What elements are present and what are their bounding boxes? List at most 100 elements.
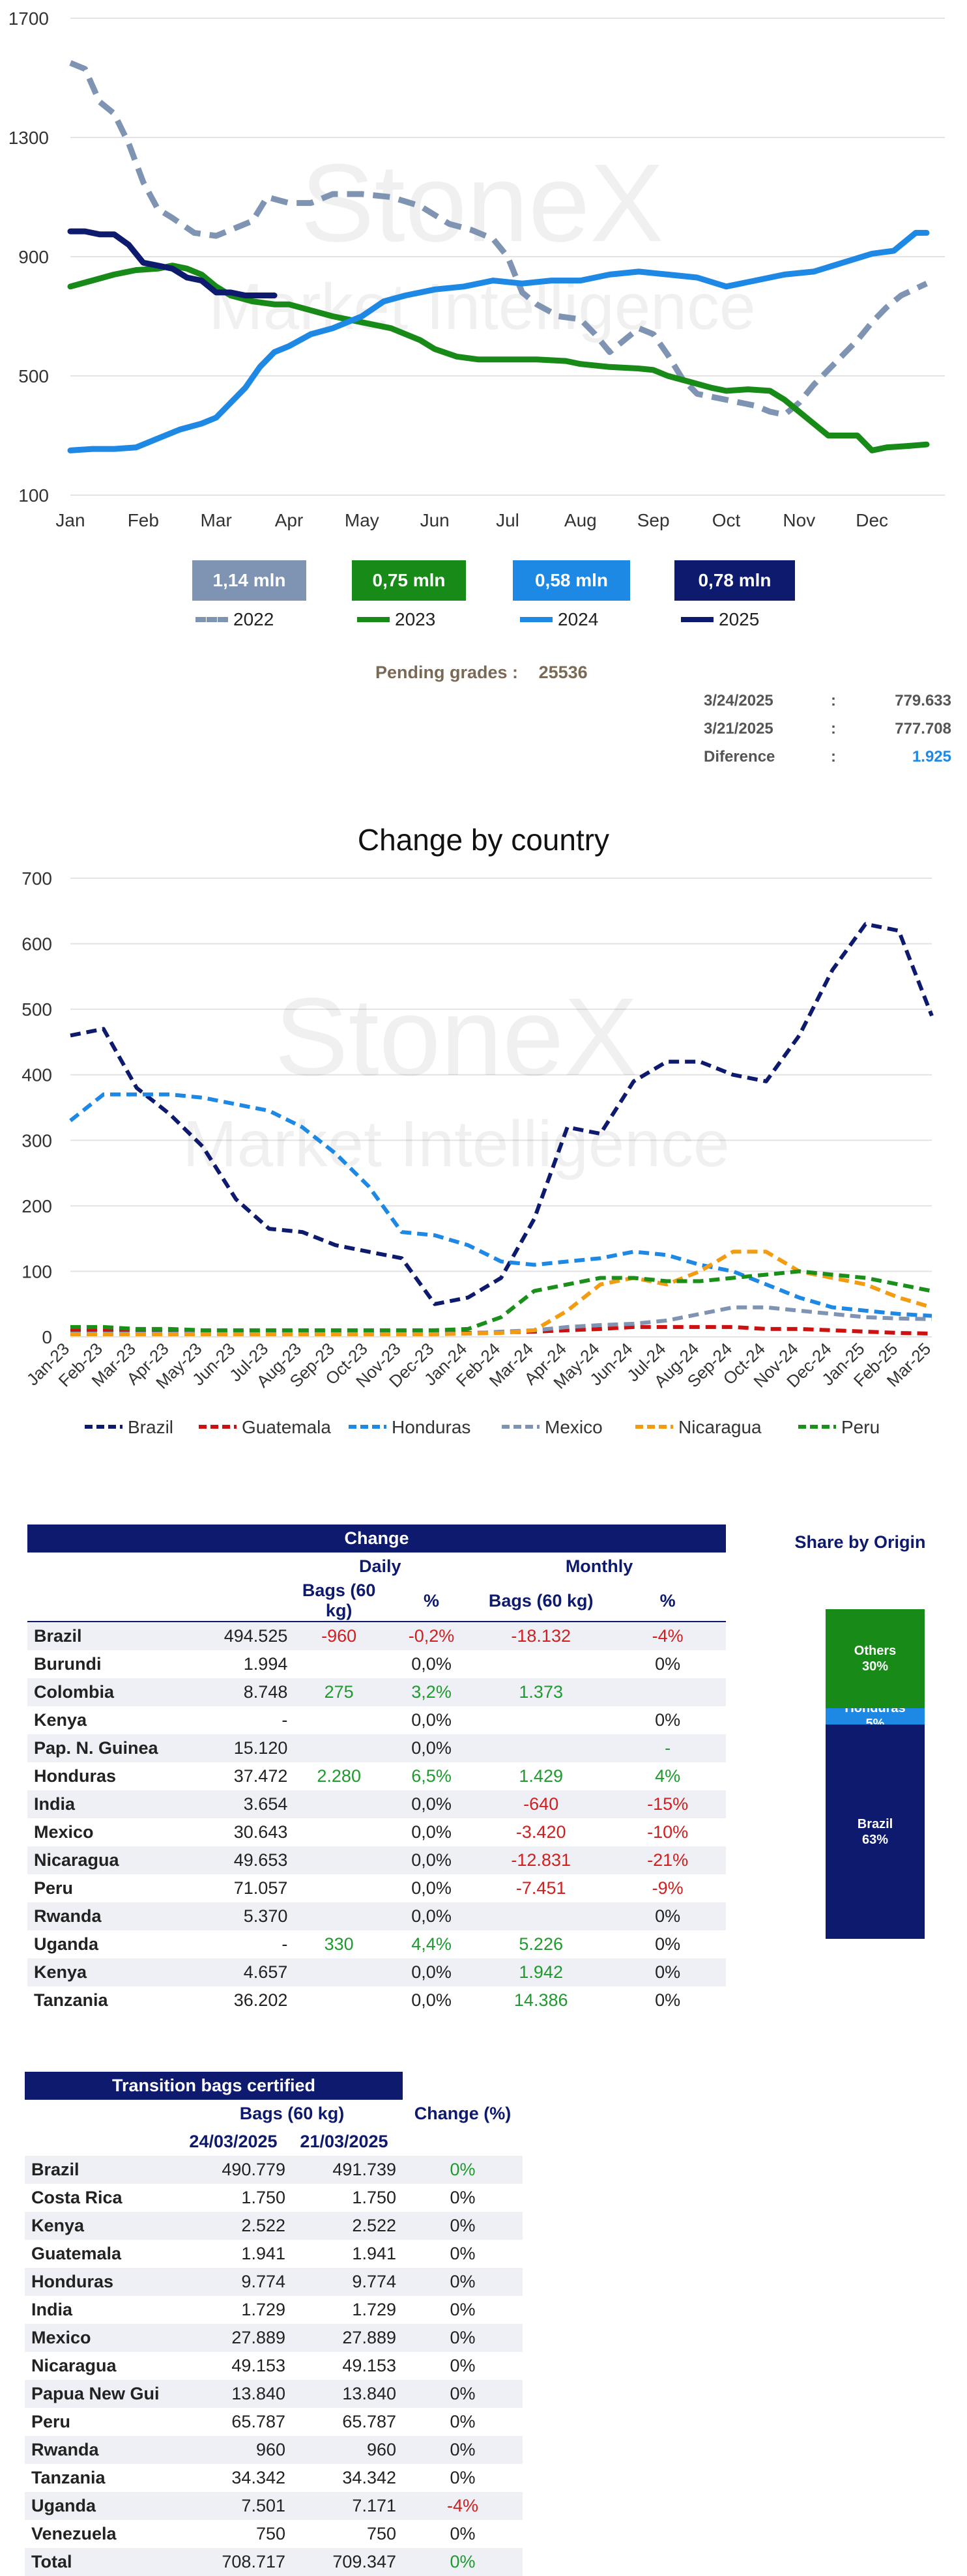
change-cell-m_pct: -9% — [652, 1878, 684, 1898]
change-row: Brazil 494.525 -960 -0,2% -18.132 -4% — [27, 1622, 726, 1650]
legend-label-guatemala: Guatemala — [242, 1417, 331, 1437]
transition-cell-v1: 49.153 — [231, 2356, 285, 2375]
transition-cell-chg: 0% — [450, 2440, 476, 2459]
chip-2022: 1,14 mln — [192, 560, 306, 601]
change-cell-m_pct: -10% — [647, 1822, 689, 1842]
chart2-ytick: 0 — [42, 1327, 52, 1347]
change-cell-d_bags: 330 — [324, 1934, 354, 1954]
change-cell-d_pct: 0,0% — [411, 1906, 452, 1926]
transition-row: Tanzania 34.342 34.342 0% — [25, 2464, 523, 2492]
transition-bags-header: Bags (60 kg) — [239, 2104, 345, 2123]
change-cell-m_pct: 0% — [655, 1710, 681, 1730]
pending-label: Pending grades : — [375, 663, 519, 682]
change-cell-d_pct: 0,0% — [411, 1822, 452, 1842]
change-cell-d_pct: 0,0% — [411, 1962, 452, 1982]
transition-cell-chg: 0% — [450, 2328, 476, 2347]
change-cell-total: 1.994 — [243, 1654, 288, 1674]
transition-cell-chg: 0% — [450, 2244, 476, 2263]
change-table-title: Change — [27, 1524, 726, 1553]
legend-2022: 2022 — [195, 609, 274, 630]
share-title: Share by Origin — [794, 1532, 926, 1552]
change-row: Peru 71.057 0,0% -7.451 -9% — [27, 1874, 726, 1902]
transition-cell-chg: 0% — [450, 2216, 476, 2235]
change-cell-d_pct: 0,0% — [411, 1738, 452, 1758]
change-cell-total: 37.472 — [233, 1766, 288, 1786]
change-cell-country: Brazil — [34, 1626, 82, 1646]
transition-row: Guatemala 1.941 1.941 0% — [25, 2240, 523, 2268]
change-row: Kenya - 0,0% 0% — [27, 1706, 726, 1734]
chart1-xtick: Jun — [420, 510, 450, 530]
share-label: Brazil — [857, 1816, 893, 1831]
legend-label-peru: Peru — [841, 1417, 880, 1437]
change-cell-d_bags — [287, 1986, 390, 2014]
chart1-xtick: Feb — [128, 510, 159, 530]
series-line-brazil — [70, 922, 934, 1306]
transition-cell-v2: 750 — [366, 2524, 396, 2543]
transition-cell-country: Total — [31, 2552, 72, 2571]
change-cell-country: Uganda — [34, 1934, 99, 1954]
transition-cell-country: Guatemala — [31, 2244, 122, 2263]
change-cell-m_bags — [472, 1706, 609, 1734]
change-cell-m_bags: -640 — [523, 1794, 559, 1814]
change-row: Rwanda 5.370 0,0% 0% — [27, 1902, 726, 1930]
pending-grades: Pending grades : 25536 — [375, 663, 588, 683]
transition-cell-country: Rwanda — [31, 2440, 99, 2459]
change-cell-m_bags — [472, 1902, 609, 1930]
transition-row: Uganda 7.501 7.171 -4% — [25, 2492, 523, 2520]
transition-cell-v2: 2.522 — [352, 2216, 396, 2235]
transition-cell-country: Uganda — [31, 2496, 96, 2515]
change-cell-d_bags — [287, 1734, 390, 1762]
change-cell-m_pct: 0% — [655, 1906, 681, 1926]
change-cell-m_pct: 0% — [655, 1934, 681, 1954]
change-cell-d_bags — [287, 1790, 390, 1818]
chart1-xtick: Mar — [201, 510, 232, 530]
change-cell-d_bags — [287, 1958, 390, 1986]
change-cell-m_bags: -18.132 — [511, 1626, 571, 1646]
series-line-2023 — [67, 263, 930, 453]
transition-cell-v1: 2.522 — [241, 2216, 285, 2235]
change-cell-m_bags: 5.226 — [519, 1934, 563, 1954]
change-cell-country: Mexico — [34, 1822, 94, 1842]
transition-cell-v2: 491.739 — [332, 2160, 396, 2179]
transition-cell-v2: 1.941 — [352, 2244, 396, 2263]
change-cell-total: 36.202 — [233, 1990, 288, 2010]
change-cell-d_pct: 0,0% — [411, 1878, 452, 1898]
change-cell-m_bags: -3.420 — [515, 1822, 566, 1842]
transition-cell-v2: 7.171 — [352, 2496, 396, 2515]
share-pct: 30% — [861, 1659, 889, 1674]
transition-cell-country: Papua New Gui — [31, 2384, 160, 2403]
transition-cell-chg: 0% — [450, 2188, 476, 2207]
chip-2023: 0,75 mln — [352, 560, 466, 601]
share-stacked-bar: Others 30% Honduras 5% Brazil 63% — [826, 1609, 925, 1939]
transition-cell-chg: 0% — [450, 2412, 476, 2431]
transition-cell-chg: 0% — [450, 2384, 476, 2403]
change-cell-d_pct: 0,0% — [411, 1794, 452, 1814]
change-cell-m_bags — [472, 1734, 609, 1762]
daily-group-label: Daily — [358, 1556, 401, 1576]
transition-table: Transition bags certified Bags (60 kg) C… — [25, 2072, 523, 2576]
monthly-group-label: Monthly — [565, 1556, 633, 1576]
change-cell-total: 15.120 — [233, 1738, 288, 1758]
transition-cell-chg: 0% — [450, 2468, 476, 2487]
change-cell-country: Colombia — [34, 1682, 115, 1702]
change-cell-d_bags — [287, 1874, 390, 1902]
transition-cell-country: Honduras — [31, 2272, 114, 2291]
transition-cell-chg: 0% — [450, 2160, 476, 2179]
chart2-ytick: 300 — [22, 1130, 52, 1151]
transition-cell-v2: 34.342 — [342, 2468, 396, 2487]
transition-cell-v1: 490.779 — [222, 2160, 285, 2179]
transition-row: Peru 65.787 65.787 0% — [25, 2408, 523, 2436]
transition-cell-v1: 960 — [255, 2440, 285, 2459]
chart2-ytick: 500 — [22, 999, 52, 1020]
change-cell-total: 3.654 — [243, 1794, 288, 1814]
change-cell-country: Peru — [34, 1878, 74, 1898]
daily-pct-header: % — [424, 1590, 440, 1610]
chip-2025: 0,78 mln — [674, 560, 795, 601]
transition-row: Nicaragua 49.153 49.153 0% — [25, 2352, 523, 2380]
transition-cell-country: Nicaragua — [31, 2356, 117, 2375]
change-cell-d_bags: 2.280 — [317, 1766, 361, 1786]
chart1-xtick: Dec — [856, 510, 888, 530]
change-cell-country: Burundi — [34, 1654, 102, 1674]
change-cell-d_pct: 3,2% — [411, 1682, 452, 1702]
chart1-xtick: May — [345, 510, 379, 530]
